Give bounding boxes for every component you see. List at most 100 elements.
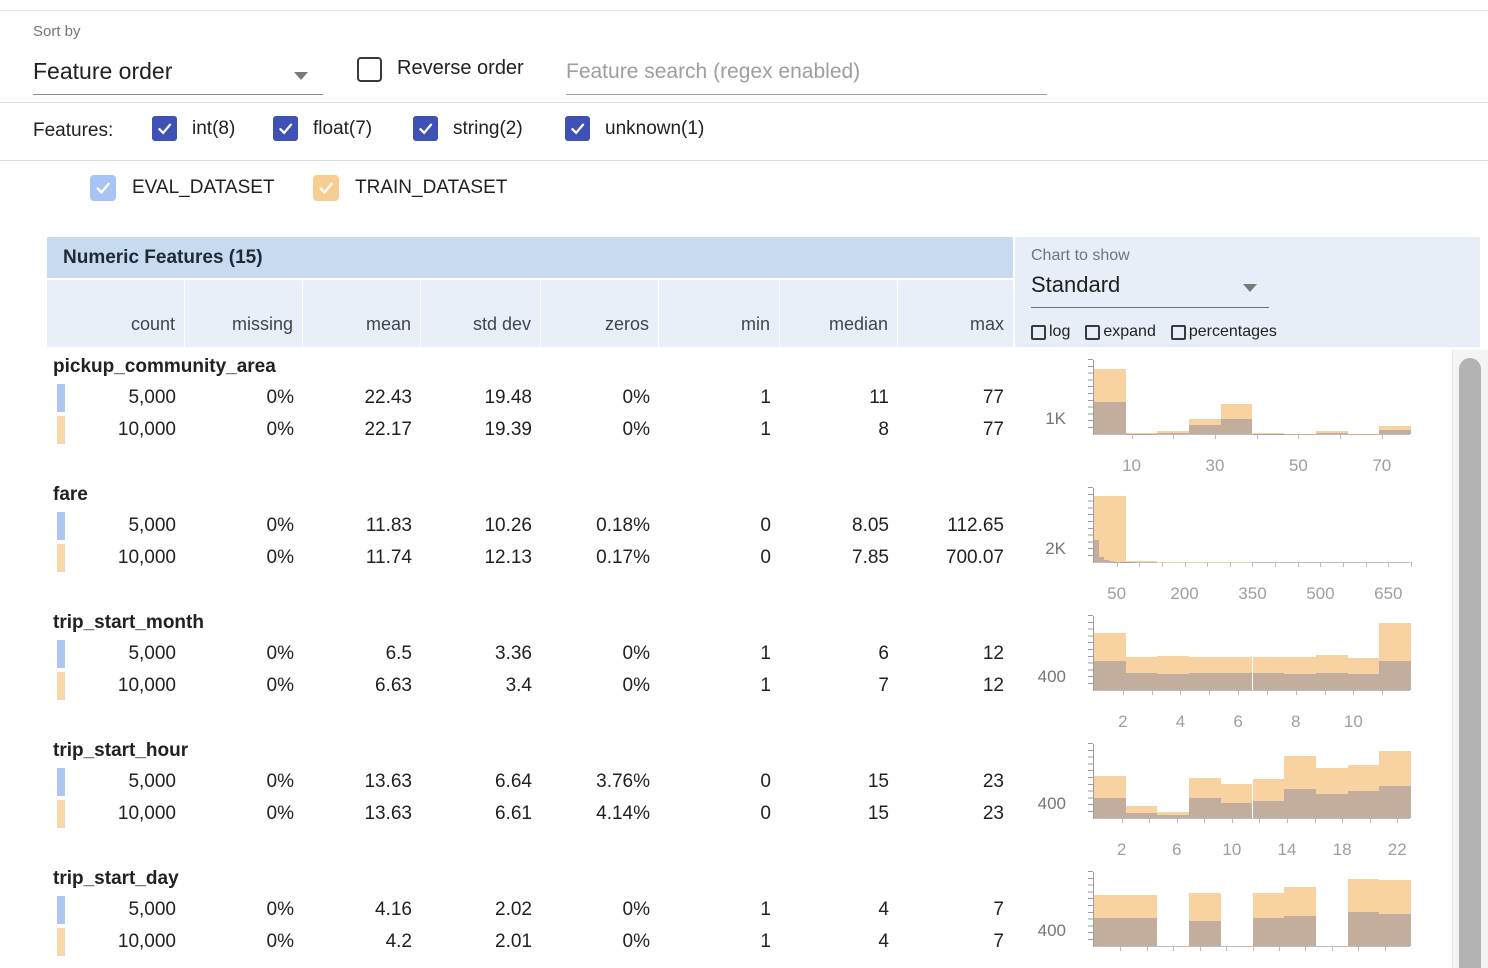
checkbox-checked-icon[interactable]: [413, 116, 438, 141]
stat-value: 0%: [185, 643, 303, 665]
feature-type-filter[interactable]: int(8): [152, 116, 235, 141]
x-axis-tick: [1340, 434, 1341, 439]
stat-value: 5,000: [47, 515, 185, 537]
x-axis-tick: [1139, 562, 1140, 567]
chart-toggle-label: expand: [1103, 323, 1156, 341]
histogram-bar: [1189, 798, 1221, 818]
checkbox-unchecked-icon[interactable]: [1085, 325, 1100, 340]
chart-toggle[interactable]: log: [1031, 323, 1070, 341]
search-input[interactable]: [566, 50, 1047, 95]
dataset-stats-row: 5,0000%13.636.643.76%01523: [47, 766, 1013, 798]
x-axis-tick: [1382, 690, 1383, 695]
reverse-order-checkbox[interactable]: [357, 57, 382, 82]
y-axis-ticks: [1088, 359, 1093, 434]
chart-toggle[interactable]: expand: [1085, 323, 1156, 341]
feature-rows: pickup_community_area5,0000%22.4319.480%…: [0, 352, 1488, 968]
stat-value: 10,000: [47, 547, 185, 569]
dataset-color-swatch: [57, 896, 65, 924]
histogram-bar: [1253, 673, 1285, 690]
x-axis-tick: [1385, 946, 1386, 951]
sort-by-dropdown[interactable]: Feature order: [33, 50, 323, 95]
x-axis-tick: [1185, 562, 1186, 567]
feature-type-filter[interactable]: unknown(1): [565, 116, 704, 141]
stat-value: 23: [898, 771, 1013, 793]
checkbox-unchecked-icon[interactable]: [1031, 325, 1046, 340]
x-axis-tick: [1123, 690, 1124, 695]
chevron-down-icon: [1243, 284, 1257, 292]
scrollbar-thumb[interactable]: [1459, 358, 1481, 968]
x-axis-tick: [1358, 946, 1359, 951]
histogram-bar: [1379, 786, 1411, 818]
histogram-bar: [1284, 789, 1316, 818]
feature-type-label: float(7): [313, 118, 372, 140]
y-axis-label: 2K: [1015, 539, 1066, 559]
plot-area: 246810: [1093, 616, 1410, 691]
chart-type-dropdown[interactable]: Standard: [1031, 270, 1269, 308]
scrollbar-track[interactable]: [1452, 350, 1488, 968]
feature-name: pickup_community_area: [47, 352, 1013, 382]
stat-value: 0%: [185, 675, 303, 697]
chart-toggle[interactable]: percentages: [1171, 323, 1277, 341]
x-axis-tick: [1342, 818, 1343, 823]
feature-name: fare: [47, 480, 1013, 510]
stat-value: 8: [780, 419, 898, 441]
stat-value: 4: [780, 899, 898, 921]
stat-value: 7: [898, 931, 1013, 953]
dataset-stats-row: 10,0000%4.22.010%147: [47, 926, 1013, 958]
column-header: median: [780, 280, 898, 347]
x-axis-tick: [1279, 946, 1280, 951]
feature-stats: trip_start_month5,0000%6.53.360%161210,0…: [47, 608, 1013, 702]
stat-value: 3.76%: [541, 771, 659, 793]
dataset-name-label: TRAIN_DATASET: [355, 177, 507, 199]
stat-value: 22.43: [303, 387, 421, 409]
stat-value: 10,000: [47, 675, 185, 697]
x-axis-tick: [1252, 562, 1253, 567]
checkbox-checked-icon[interactable]: [565, 116, 590, 141]
chart-toggle-label: percentages: [1189, 323, 1277, 341]
plot-area: [1093, 872, 1410, 947]
dataset-legend-item[interactable]: EVAL_DATASET: [90, 175, 275, 201]
feature-histogram: 400 246810: [1015, 608, 1480, 736]
feature-row: trip_start_month5,0000%6.53.360%161210,0…: [0, 608, 1488, 736]
histogram-bar: [1189, 921, 1221, 946]
stat-value: 77: [898, 387, 1013, 409]
histogram-bar: [1316, 673, 1348, 690]
x-axis-tick: [1388, 562, 1389, 567]
stat-value: 11.74: [303, 547, 421, 569]
dataset-stats-row: 10,0000%11.7412.130.17%07.85700.07: [47, 542, 1013, 574]
checkbox-unchecked-icon[interactable]: [1171, 325, 1186, 340]
feature-type-filter[interactable]: string(2): [413, 116, 523, 141]
y-axis-label: 400: [1015, 667, 1066, 687]
x-axis-tick: [1200, 946, 1201, 951]
dataset-checkbox-icon[interactable]: [313, 175, 339, 201]
x-axis-tick: [1397, 818, 1398, 823]
feature-type-filter[interactable]: float(7): [273, 116, 372, 141]
dataset-legend-item[interactable]: TRAIN_DATASET: [313, 175, 507, 201]
stat-value: 5,000: [47, 387, 185, 409]
stat-value: 4.2: [303, 931, 421, 953]
stat-value: 10,000: [47, 419, 185, 441]
feature-histogram: 2K50200350500650: [1015, 480, 1480, 608]
stat-value: 2.02: [421, 899, 541, 921]
dataset-stats-row: 10,0000%22.1719.390%1877: [47, 414, 1013, 446]
y-axis-ticks: [1088, 871, 1093, 946]
stat-value: 11.83: [303, 515, 421, 537]
x-axis-tick-label: 2: [1117, 840, 1126, 860]
checkbox-checked-icon[interactable]: [273, 116, 298, 141]
checkbox-checked-icon[interactable]: [152, 116, 177, 141]
column-header: missing: [185, 280, 303, 347]
chart-toggle-label: log: [1049, 323, 1070, 341]
stat-value: 0%: [541, 931, 659, 953]
dataset-checkbox-icon[interactable]: [90, 175, 116, 201]
x-axis-tick-label: 6: [1172, 840, 1181, 860]
histogram-bar: [1094, 402, 1126, 434]
x-axis-tick: [1298, 434, 1299, 439]
stat-value: 4.16: [303, 899, 421, 921]
x-axis-tick-label: 350: [1238, 584, 1266, 604]
x-axis-tick: [1259, 818, 1260, 823]
x-axis-tick-label: 4: [1176, 712, 1185, 732]
x-axis-tick: [1120, 946, 1121, 951]
x-axis-tick-label: 2: [1118, 712, 1127, 732]
feature-histogram: 400: [1015, 864, 1480, 968]
stat-value: 0: [659, 515, 780, 537]
